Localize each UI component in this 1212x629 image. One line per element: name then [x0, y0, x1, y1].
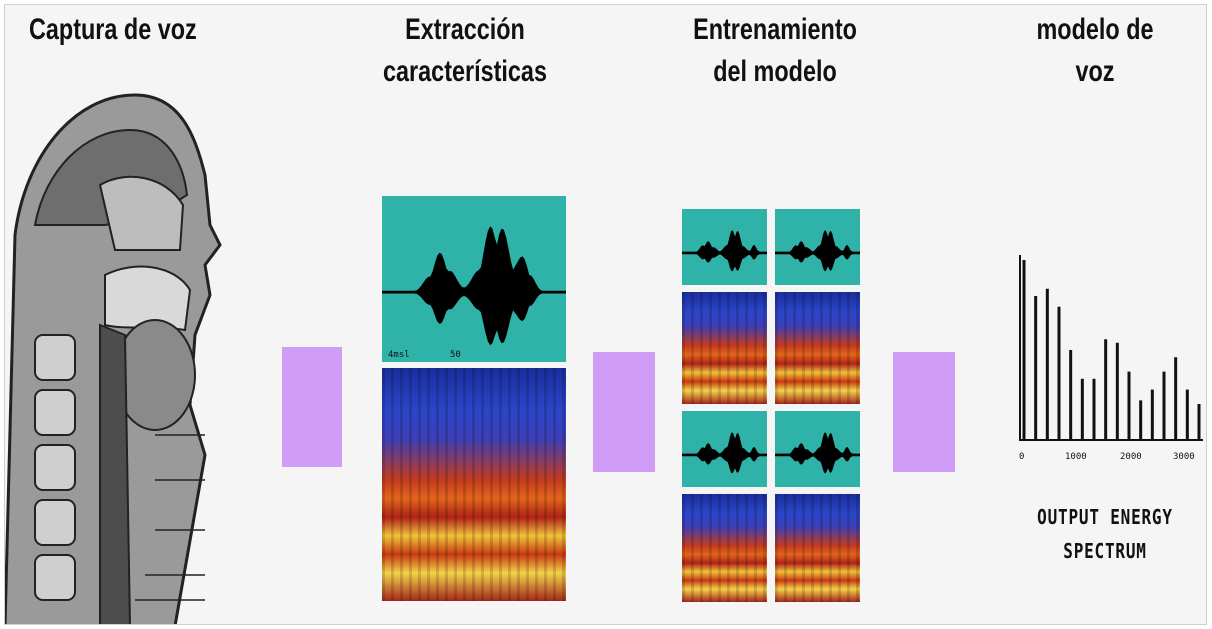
stage-title-model-training: Entrenamiento del modelo: [674, 9, 877, 93]
flow-arrow-1: [282, 347, 342, 467]
stage-title-line: Entrenamiento: [693, 13, 857, 46]
stage-title-feature-extraction: Extracción características: [364, 9, 567, 93]
spectrogram-panel: [382, 368, 566, 601]
spectrum-xtick: 2000: [1120, 452, 1142, 462]
flow-arrow-3: [893, 352, 955, 472]
training-waveform: [775, 209, 860, 285]
training-waveform: [682, 209, 767, 285]
stage-title-line: Captura de voz: [29, 13, 197, 46]
stage-title-line: características: [383, 55, 547, 88]
stage-title-voice-model: modelo de voz: [1009, 9, 1181, 93]
flow-arrow-2: [593, 352, 655, 472]
vocal-tract-anatomy-illustration: [5, 75, 265, 624]
spectrum-xtick: 1000: [1065, 452, 1087, 462]
training-spectrogram: [775, 292, 860, 404]
output-energy-spectrum-plot: [1019, 255, 1203, 441]
training-waveform: [775, 411, 860, 487]
diagram-frame: Captura de voz Extracción característica…: [4, 4, 1207, 625]
spectrum-xtick: 0: [1019, 452, 1025, 462]
training-spectrogram: [775, 494, 860, 602]
spectrum-xtick: 3000: [1173, 452, 1195, 462]
training-spectrogram: [682, 292, 767, 404]
training-spectrogram: [682, 494, 767, 602]
stage-title-line: voz: [1075, 55, 1115, 88]
waveform-axis-right: 50: [450, 350, 461, 360]
output-label-line: OUTPUT ENERGY: [1037, 505, 1173, 529]
training-waveform: [682, 411, 767, 487]
stage-title-speech-capture: Captura de voz: [29, 9, 263, 51]
output-label-line: SPECTRUM: [1063, 539, 1147, 563]
output-energy-label: OUTPUT ENERGY SPECTRUM: [1025, 505, 1185, 563]
waveform-axis-left: 4msl: [388, 350, 410, 360]
stage-title-line: del modelo: [713, 55, 837, 88]
stage-title-line: modelo de: [1036, 13, 1154, 46]
waveform-signal: [382, 226, 566, 346]
waveform-panel: 4msl 50: [382, 196, 566, 362]
stage-title-line: Extracción: [405, 13, 525, 46]
